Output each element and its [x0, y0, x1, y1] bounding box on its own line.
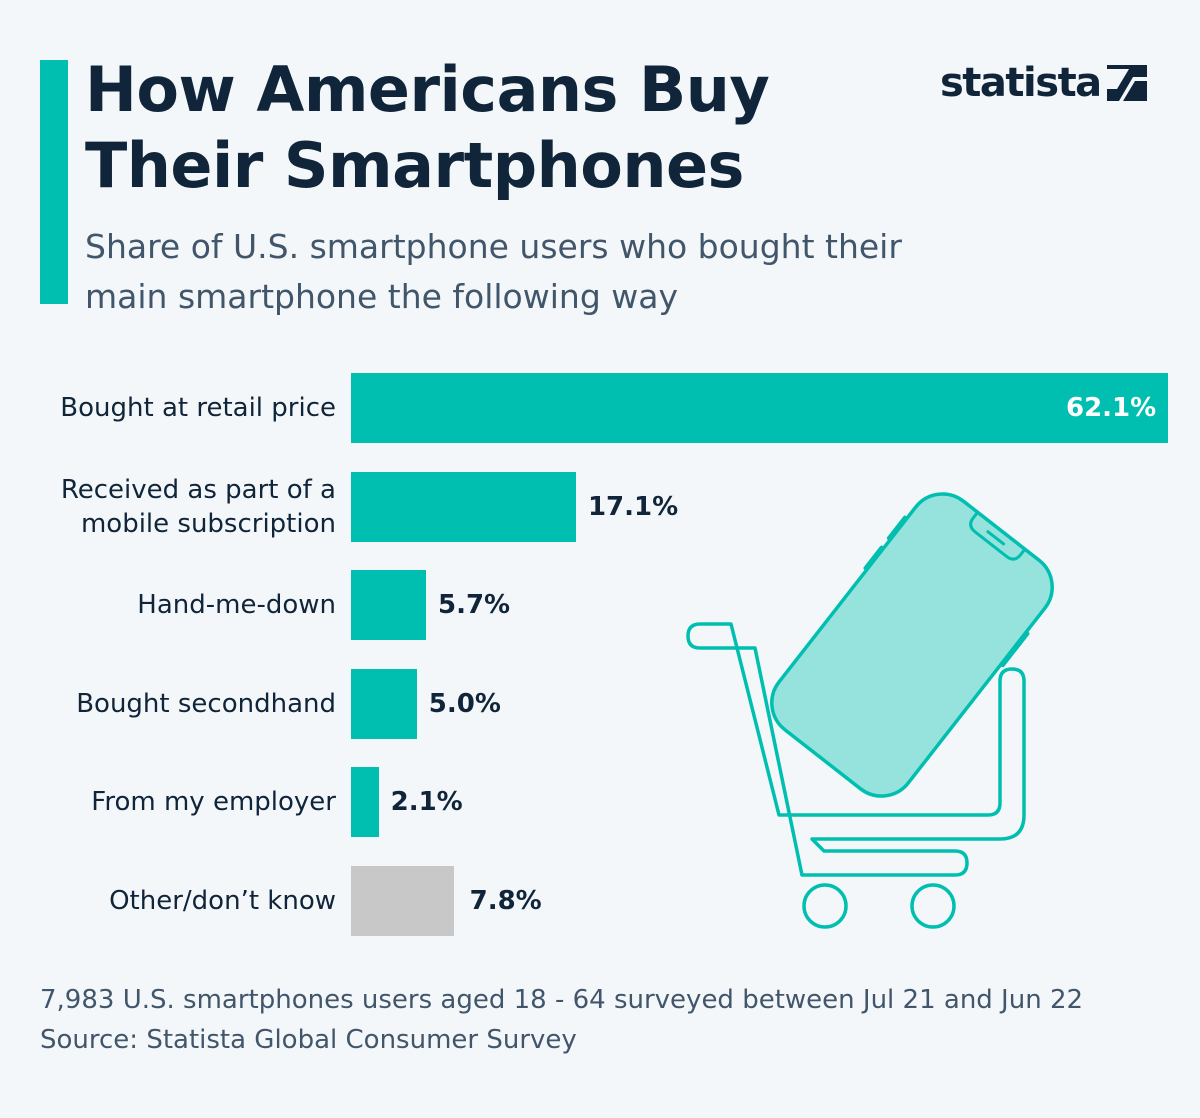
value-label: 62.1% [1066, 393, 1157, 423]
chart-footer: 7,983 U.S. smartphones users aged 18 - 6… [40, 980, 1083, 1060]
category-label: Bought secondhand [76, 688, 336, 719]
value-label: 2.1% [390, 787, 463, 817]
category-label: Received as part of a mobile subscriptio… [60, 474, 336, 539]
bar-0 [351, 373, 1168, 443]
survey-note: 7,983 U.S. smartphones users aged 18 - 6… [40, 985, 1084, 1015]
value-label: 17.1% [587, 491, 679, 522]
bar-3 [351, 668, 417, 739]
bar-5 [351, 865, 454, 936]
statista-logo-icon [1106, 65, 1147, 101]
value-label: 5.0% [428, 688, 501, 719]
bar-1 [351, 471, 576, 542]
value-label: 5.7% [437, 590, 511, 620]
chart-subtitle: Share of U.S. smartphone users who bough… [85, 227, 902, 316]
source-note: Source: Statista Global Consumer Survey [40, 1025, 577, 1055]
chart-title: How Americans Buy Their Smartphones [85, 53, 770, 202]
category-label: From my employer [91, 787, 336, 817]
title-accent-bar [40, 60, 68, 304]
category-label: Other/don’t know [109, 885, 336, 916]
logo-wordmark: statista [940, 60, 1102, 106]
category-label: Hand-me-down [137, 590, 336, 620]
category-label: Bought at retail price [60, 393, 336, 423]
value-label: 7.8% [469, 885, 542, 916]
statista-logo: statista [940, 60, 1147, 106]
bar-4 [351, 767, 379, 837]
bar-2 [351, 570, 426, 640]
